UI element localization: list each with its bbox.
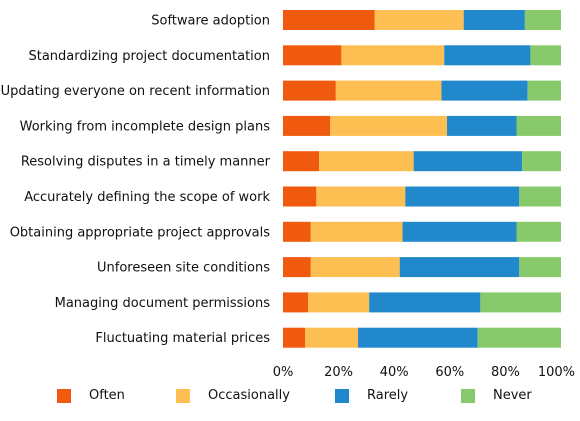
bar-segment-rarely-1: [444, 45, 531, 66]
bar-segment-never-8: [480, 292, 561, 313]
bar-segment-occasionally-8: [308, 292, 370, 313]
category-label: Standardizing project documentation: [28, 49, 270, 64]
bar-segment-occasionally-2: [335, 80, 442, 101]
bar-segment-often-0: [283, 10, 375, 30]
bar-segment-never-3: [516, 115, 561, 136]
legend-label-occasionally: Occasionally: [208, 388, 290, 403]
bar-segment-never-9: [477, 327, 561, 348]
bar-segment-never-4: [522, 151, 561, 172]
bar-segment-occasionally-3: [330, 115, 448, 136]
legend-item-occasionally: Occasionally: [176, 388, 290, 403]
legend-label-rarely: Rarely: [367, 388, 409, 403]
bar-segment-rarely-6: [402, 221, 517, 242]
x-tick-label: 60%: [435, 365, 464, 380]
bar-segment-rarely-7: [399, 257, 520, 278]
bar-segment-occasionally-5: [316, 186, 406, 207]
x-tick-label: 40%: [380, 365, 409, 380]
bar-segment-often-3: [283, 115, 331, 136]
category-label: Managing document permissions: [55, 296, 271, 311]
legend: Often Occasionally Rarely Never: [0, 388, 580, 410]
bar-segment-often-8: [283, 292, 309, 313]
legend-item-often: Often: [57, 388, 125, 403]
bar-segment-never-0: [524, 10, 561, 30]
bar-segment-often-9: [283, 327, 306, 348]
category-label: Fluctuating material prices: [95, 331, 270, 346]
bar-segment-rarely-8: [369, 292, 481, 313]
category-label: Resolving disputes in a timely manner: [21, 155, 271, 170]
bar-segment-often-4: [283, 151, 320, 172]
bar-segment-never-7: [519, 257, 561, 278]
category-label: Unforeseen site conditions: [97, 261, 270, 276]
bar-segment-rarely-5: [405, 186, 520, 207]
legend-swatch-never: [461, 388, 475, 403]
bar-segment-often-6: [283, 221, 311, 242]
x-tick-label: 20%: [324, 365, 353, 380]
x-tick-label: 100%: [538, 365, 575, 380]
category-label: Working from incomplete design plans: [20, 119, 271, 134]
bar-segment-occasionally-9: [305, 327, 359, 348]
legend-swatch-often: [57, 388, 71, 403]
bar-segment-rarely-3: [447, 115, 517, 136]
bar-segment-often-2: [283, 80, 336, 101]
bar-segment-never-1: [530, 45, 561, 66]
bar-segment-rarely-2: [441, 80, 528, 101]
legend-swatch-rarely: [335, 388, 349, 403]
bar-segment-occasionally-0: [374, 10, 464, 30]
bar-segment-rarely-4: [413, 151, 523, 172]
bar-segment-often-5: [283, 186, 317, 207]
category-label: Software adoption: [151, 14, 270, 29]
legend-label-never: Never: [493, 388, 532, 403]
bar-segment-occasionally-1: [341, 45, 445, 66]
category-labels: Software adoption Standardizing project d…: [1, 14, 271, 347]
x-tick-label: 0%: [273, 365, 294, 380]
legend-swatch-occasionally: [176, 388, 190, 403]
bar-segment-occasionally-6: [310, 221, 403, 242]
bar-segment-never-2: [527, 80, 561, 101]
bar-segment-occasionally-7: [310, 257, 400, 278]
category-label: Accurately defining the scope of work: [24, 190, 270, 205]
bar-segment-never-5: [519, 186, 561, 207]
legend-item-rarely: Rarely: [335, 388, 408, 403]
legend-item-never: Never: [461, 388, 532, 403]
bar-segment-rarely-9: [358, 327, 478, 348]
bar-segment-rarely-0: [463, 10, 525, 30]
bars-group: [283, 10, 561, 348]
x-tick-label: 80%: [491, 365, 520, 380]
bar-segment-often-1: [283, 45, 342, 66]
category-label: Obtaining appropriate project approvals: [10, 225, 271, 240]
bar-segment-never-6: [516, 221, 561, 242]
category-label: Updating everyone on recent information: [1, 84, 270, 99]
stacked-bar-chart: Software adoption Standardizing project d…: [1, 10, 575, 380]
bar-segment-occasionally-4: [319, 151, 414, 172]
bar-segment-often-7: [283, 257, 311, 278]
legend-label-often: Often: [89, 388, 125, 403]
x-axis-ticks: 0% 20% 40% 60% 80% 100%: [273, 365, 575, 380]
